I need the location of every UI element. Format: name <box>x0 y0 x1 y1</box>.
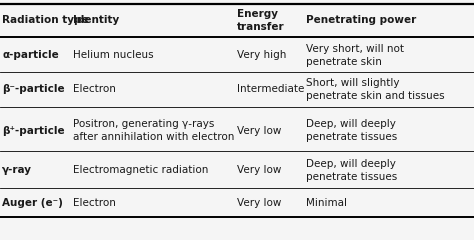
Text: Short, will slightly
penetrate skin and tissues: Short, will slightly penetrate skin and … <box>306 78 444 101</box>
Text: Positron, generating γ-rays
after annihilation with electron: Positron, generating γ-rays after annihi… <box>73 119 235 142</box>
Text: β⁻-particle: β⁻-particle <box>2 84 65 94</box>
Text: Deep, will deeply
penetrate tissues: Deep, will deeply penetrate tissues <box>306 119 397 142</box>
Text: Very low: Very low <box>237 165 282 175</box>
Text: Electron: Electron <box>73 84 116 94</box>
Text: Very low: Very low <box>237 198 282 208</box>
Text: Minimal: Minimal <box>306 198 346 208</box>
Text: Radiation type: Radiation type <box>2 15 89 25</box>
Text: Auger (e⁻): Auger (e⁻) <box>2 198 63 208</box>
Text: Electromagnetic radiation: Electromagnetic radiation <box>73 165 209 175</box>
Text: Very high: Very high <box>237 50 286 60</box>
Text: Penetrating power: Penetrating power <box>306 15 416 25</box>
Text: Deep, will deeply
penetrate tissues: Deep, will deeply penetrate tissues <box>306 159 397 182</box>
Text: β⁺-particle: β⁺-particle <box>2 126 65 136</box>
Text: γ-ray: γ-ray <box>2 165 32 175</box>
Text: Intermediate: Intermediate <box>237 84 304 94</box>
Text: Helium nucleus: Helium nucleus <box>73 50 154 60</box>
Text: Identity: Identity <box>73 15 120 25</box>
Text: α-particle: α-particle <box>2 50 59 60</box>
Text: Energy
transfer: Energy transfer <box>237 9 284 32</box>
Text: Very short, will not
penetrate skin: Very short, will not penetrate skin <box>306 44 404 66</box>
Text: Electron: Electron <box>73 198 116 208</box>
Text: Very low: Very low <box>237 126 282 136</box>
